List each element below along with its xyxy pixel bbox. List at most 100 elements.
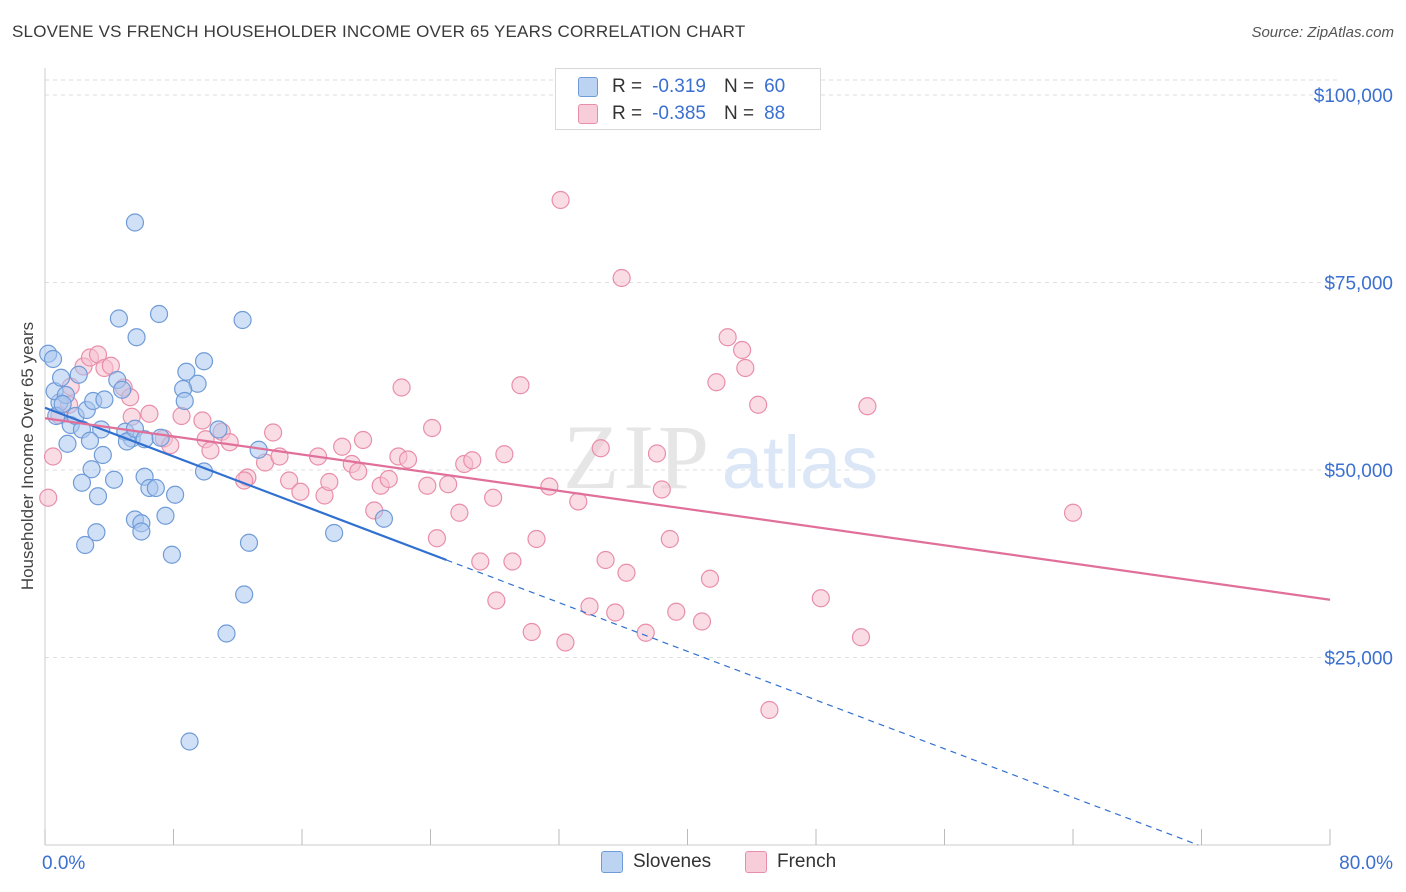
point-slovenes[interactable] <box>162 545 181 564</box>
point-french[interactable] <box>527 529 546 549</box>
point-french[interactable] <box>392 378 411 397</box>
point-french[interactable] <box>353 430 373 450</box>
point-french[interactable] <box>484 488 503 507</box>
point-slovenes[interactable] <box>127 328 146 347</box>
point-slovenes[interactable] <box>132 522 151 541</box>
point-french[interactable] <box>439 475 458 494</box>
point-slovenes[interactable] <box>177 362 196 381</box>
point-slovenes[interactable] <box>112 380 132 399</box>
point-french[interactable] <box>733 340 752 360</box>
point-french[interactable] <box>647 444 667 463</box>
point-french[interactable] <box>172 406 191 426</box>
point-slovenes[interactable] <box>88 487 108 506</box>
point-slovenes[interactable] <box>76 535 95 555</box>
point-french[interactable] <box>522 622 541 642</box>
point-slovenes[interactable] <box>80 431 100 450</box>
series-french <box>39 190 1083 720</box>
y-tick-label: $25,000 <box>1324 649 1393 670</box>
point-french[interactable] <box>667 602 686 621</box>
point-french[interactable] <box>320 472 339 492</box>
point-french[interactable] <box>811 589 830 608</box>
point-french[interactable] <box>495 445 514 464</box>
point-slovenes[interactable] <box>374 509 394 528</box>
r-label: R = <box>612 76 643 97</box>
point-slovenes[interactable] <box>194 352 214 371</box>
point-slovenes[interactable] <box>72 473 92 492</box>
point-french[interactable] <box>636 623 655 642</box>
point-french[interactable] <box>612 268 631 288</box>
point-slovenes[interactable] <box>149 304 169 324</box>
point-slovenes[interactable] <box>233 310 252 330</box>
legend-item-slovenes[interactable]: Slovenes <box>601 851 711 873</box>
point-french[interactable] <box>398 450 418 469</box>
point-french[interactable] <box>851 628 871 647</box>
point-french[interactable] <box>379 469 398 489</box>
point-french[interactable] <box>333 437 352 456</box>
point-slovenes[interactable] <box>151 428 170 447</box>
point-french[interactable] <box>591 439 610 458</box>
point-slovenes[interactable] <box>58 434 77 453</box>
point-slovenes[interactable] <box>87 523 106 542</box>
point-slovenes[interactable] <box>239 533 259 552</box>
french-swatch <box>745 851 767 873</box>
point-french[interactable] <box>858 397 877 416</box>
point-french[interactable] <box>736 358 755 378</box>
point-slovenes[interactable] <box>69 365 88 384</box>
point-slovenes[interactable] <box>53 394 72 414</box>
point-french[interactable] <box>487 591 506 610</box>
point-slovenes[interactable] <box>95 390 114 409</box>
point-french[interactable] <box>551 190 570 210</box>
point-french[interactable] <box>349 462 368 481</box>
point-french[interactable] <box>39 488 58 507</box>
point-slovenes[interactable] <box>156 506 175 525</box>
point-french[interactable] <box>503 552 522 571</box>
point-slovenes[interactable] <box>51 368 71 387</box>
point-slovenes[interactable] <box>125 213 145 232</box>
point-french[interactable] <box>427 529 447 548</box>
point-french[interactable] <box>760 700 779 720</box>
point-french[interactable] <box>596 550 615 570</box>
point-french[interactable] <box>707 373 726 392</box>
point-french[interactable] <box>201 441 220 460</box>
point-slovenes[interactable] <box>235 585 254 604</box>
point-french[interactable] <box>569 492 588 511</box>
point-slovenes[interactable] <box>43 349 63 369</box>
point-french[interactable] <box>556 633 575 652</box>
point-french[interactable] <box>450 503 469 522</box>
point-french[interactable] <box>140 404 159 423</box>
point-french[interactable] <box>540 477 559 496</box>
point-slovenes[interactable] <box>109 309 128 328</box>
point-slovenes[interactable] <box>209 420 228 439</box>
point-french[interactable] <box>511 376 530 395</box>
point-slovenes[interactable] <box>180 732 199 751</box>
point-french[interactable] <box>700 569 720 588</box>
point-slovenes[interactable] <box>166 485 185 504</box>
point-french[interactable] <box>660 529 679 549</box>
point-french[interactable] <box>43 447 63 466</box>
point-french[interactable] <box>280 471 299 490</box>
point-french[interactable] <box>291 482 310 501</box>
point-french[interactable] <box>749 395 768 414</box>
point-slovenes[interactable] <box>217 624 236 643</box>
point-slovenes[interactable] <box>146 478 165 498</box>
point-slovenes[interactable] <box>104 470 124 489</box>
point-french[interactable] <box>423 418 442 438</box>
point-french[interactable] <box>463 451 482 470</box>
point-french[interactable] <box>580 597 599 616</box>
legend-label-french: French <box>777 851 837 872</box>
point-french[interactable] <box>193 411 212 430</box>
point-french[interactable] <box>1063 503 1083 522</box>
point-french[interactable] <box>471 552 490 571</box>
point-slovenes[interactable] <box>175 391 194 411</box>
point-french[interactable] <box>652 480 671 499</box>
point-french[interactable] <box>606 603 625 622</box>
point-slovenes[interactable] <box>82 460 101 479</box>
point-slovenes[interactable] <box>325 523 344 543</box>
point-slovenes[interactable] <box>93 445 112 465</box>
point-french[interactable] <box>418 476 437 495</box>
legend-item-french[interactable]: French <box>745 851 836 873</box>
point-french[interactable] <box>692 612 712 631</box>
point-french[interactable] <box>718 328 737 347</box>
point-french[interactable] <box>263 423 283 442</box>
point-french[interactable] <box>617 563 636 582</box>
